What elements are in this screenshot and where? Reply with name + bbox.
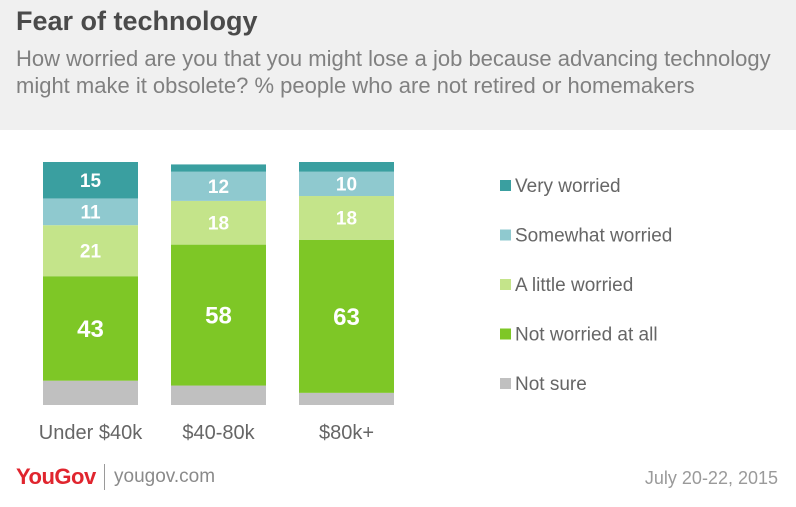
bar-segment [43,198,138,226]
bar-segment [171,164,266,172]
bar-segment [299,171,394,197]
bar-segment [43,225,138,277]
bar-segment [299,196,394,240]
legend-swatch [500,378,511,389]
bar-segment [299,392,394,405]
bar-segment [171,385,266,405]
bar-segment [171,244,266,386]
footer-site: yougov.com [114,466,216,487]
footer-date: July 20-22, 2015 [644,468,778,488]
chart-subtitle: How worried are you that you might lose … [16,46,771,98]
category-label: $80k+ [319,422,374,444]
chart-title: Fear of technology [16,6,258,36]
data-label: 21 [80,242,102,263]
category-label: Under $40k [39,422,143,444]
bar-segment [171,171,266,201]
category-label: $40-80k [182,422,255,444]
bar-segment [43,162,138,199]
legend-swatch [500,229,511,241]
header: Fear of technology How worried are you t… [0,0,796,130]
data-label: 43 [77,316,104,343]
bar-segment [43,380,138,405]
data-label: 18 [336,209,357,230]
bar-segment [299,162,394,172]
bar-segment [43,276,138,381]
yougov-logo: YouGov [16,464,96,489]
bar-segment [299,239,394,393]
data-label: 63 [333,304,360,331]
legend-label: Very worried [515,176,621,197]
data-label: 18 [208,214,229,235]
stacked-bar-chart: 43 21 11 15 Under $40k 58 18 12 $40-80k 63 18 10 $80… [39,162,672,444]
legend-swatch [500,279,511,290]
legend-label: A little worried [515,275,633,296]
footer-divider [104,464,105,490]
legend-label: Not worried at all [515,325,658,346]
data-label: 12 [208,177,229,198]
data-label: 15 [80,171,102,192]
data-label: 58 [205,303,232,330]
data-label: 11 [80,203,101,224]
data-label: 10 [336,175,357,196]
bar-segment [171,200,266,245]
legend-swatch [500,180,511,191]
legend-swatch [500,328,511,340]
legend-label: Not sure [515,374,587,395]
legend-label: Somewhat worried [515,226,672,247]
